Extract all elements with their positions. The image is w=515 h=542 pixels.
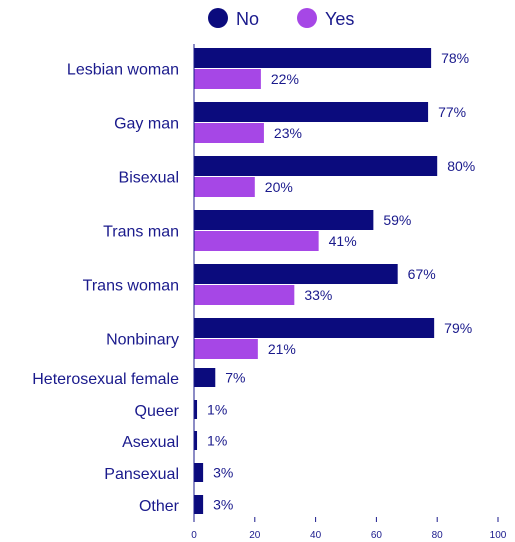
value-label-lesbian-woman-yes: 22%: [271, 71, 299, 87]
category-label-trans-man: Trans man: [103, 224, 179, 241]
bar-bisexual-no: [194, 156, 438, 176]
legend-swatch-no: [208, 8, 228, 28]
bar-asexual-no: [194, 431, 198, 450]
bar-gay-man-yes: [194, 123, 264, 143]
category-label-gay-man: Gay man: [114, 116, 179, 133]
category-label-pansexual: Pansexual: [104, 466, 179, 483]
value-label-bisexual-no: 80%: [447, 158, 475, 174]
bar-nonbinary-yes: [194, 339, 258, 359]
category-label-queer: Queer: [135, 403, 180, 420]
bar-gay-man-no: [194, 102, 429, 122]
x-axis: 0 20 40 60 80 100: [191, 44, 507, 541]
value-label-queer-no: 1%: [207, 402, 227, 418]
value-label-gay-man-no: 77%: [438, 104, 466, 120]
bar-trans-man-no: [194, 210, 374, 230]
bar-lesbian-woman-yes: [194, 69, 261, 89]
x-tick-label: 80: [432, 530, 444, 541]
bar-lesbian-woman-no: [194, 48, 432, 68]
category-label-bisexual: Bisexual: [119, 170, 179, 187]
value-label-nonbinary-yes: 21%: [268, 341, 296, 357]
value-label-other-no: 3%: [213, 497, 233, 513]
value-label-trans-woman-yes: 33%: [304, 287, 332, 303]
bar-queer-no: [194, 400, 198, 419]
bar-trans-man-yes: [194, 231, 319, 251]
category-label-heterosexual-female: Heterosexual female: [32, 371, 179, 388]
legend-label-yes: Yes: [325, 9, 354, 29]
value-label-nonbinary-no: 79%: [444, 320, 472, 336]
x-tick-label: 60: [371, 530, 383, 541]
bar-trans-woman-yes: [194, 285, 295, 305]
legend-swatch-yes: [297, 8, 317, 28]
x-tick-label: 0: [191, 530, 197, 541]
legend: No Yes: [208, 8, 354, 29]
bar-nonbinary-no: [194, 318, 435, 338]
category-label-lesbian-woman: Lesbian woman: [67, 62, 179, 79]
bar-heterosexual-female-no: [194, 368, 216, 387]
value-label-gay-man-yes: 23%: [274, 125, 302, 141]
value-label-heterosexual-female-no: 7%: [225, 370, 245, 386]
category-label-trans-woman: Trans woman: [83, 278, 179, 295]
value-label-trans-man-yes: 41%: [329, 233, 357, 249]
value-label-asexual-no: 1%: [207, 433, 227, 449]
value-label-trans-man-no: 59%: [383, 212, 411, 228]
x-tick-label: 20: [249, 530, 261, 541]
bar-bisexual-yes: [194, 177, 255, 197]
x-tick-label: 40: [310, 530, 322, 541]
category-label-asexual: Asexual: [122, 434, 179, 451]
value-label-lesbian-woman-no: 78%: [441, 50, 469, 66]
value-label-pansexual-no: 3%: [213, 465, 233, 481]
value-label-trans-woman-no: 67%: [408, 266, 436, 282]
category-label-nonbinary: Nonbinary: [106, 332, 179, 349]
value-label-bisexual-yes: 20%: [265, 179, 293, 195]
x-tick-label: 100: [490, 530, 507, 541]
bar-pansexual-no: [194, 463, 204, 482]
bar-other-no: [194, 495, 204, 514]
bar-trans-woman-no: [194, 264, 398, 284]
category-label-other: Other: [139, 498, 180, 515]
legend-label-no: No: [236, 9, 259, 29]
bars: 78% 22% Lesbian woman 77% 23% Gay man 80% 20% Bi…: [32, 48, 475, 515]
